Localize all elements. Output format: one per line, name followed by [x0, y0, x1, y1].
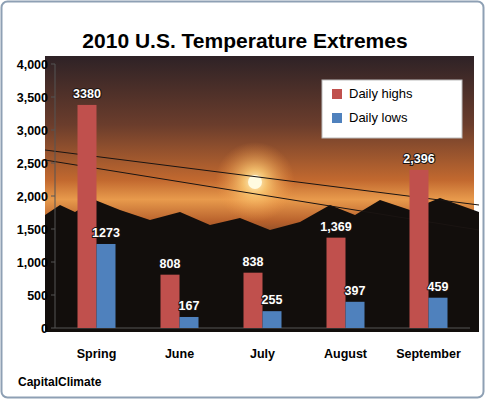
x-tick-label: September [396, 347, 461, 361]
x-tick-label: August [324, 347, 368, 361]
chart-title: 2010 U.S. Temperature Extremes [82, 29, 407, 52]
legend-swatch [332, 113, 342, 123]
legend-label: Daily highs [349, 86, 413, 101]
legend-swatch [332, 89, 342, 99]
data-label: 167 [179, 299, 200, 313]
y-tick [51, 328, 55, 329]
y-tick [51, 130, 55, 131]
data-label: 3380 [73, 87, 101, 101]
y-tick [51, 295, 55, 296]
chart-svg: 2010 U.S. Temperature Extremes 0 500 1,000 1… [0, 0, 485, 399]
x-tick-label: July [250, 347, 275, 361]
y-tick-label: 0 [41, 322, 48, 336]
y-tick [51, 196, 55, 197]
data-labels: 3380 808 838 1,369 2,396 1273 167 255 397 459 [73, 87, 448, 313]
sky [45, 56, 474, 332]
y-tick [51, 229, 55, 230]
data-label: 1273 [92, 226, 120, 240]
bar [429, 298, 448, 328]
bar [263, 311, 282, 328]
legend: Daily highs Daily lows [322, 80, 462, 138]
y-tick-label: 1,000 [17, 256, 48, 270]
y-tick-label: 2,500 [17, 157, 48, 171]
bar [410, 170, 429, 328]
data-label: 255 [262, 293, 283, 307]
y-tick-label: 1,500 [17, 223, 48, 237]
data-label: 397 [345, 284, 366, 298]
data-label: 459 [428, 280, 449, 294]
chart-container: 2010 U.S. Temperature Extremes 0 500 1,000 1… [0, 0, 485, 399]
y-tick [51, 97, 55, 98]
bar [161, 275, 180, 328]
y-tick-label: 3,000 [17, 124, 48, 138]
legend-label: Daily lows [349, 110, 408, 125]
data-label: 2,396 [403, 152, 434, 166]
outer-frame [2, 2, 484, 398]
y-tick-label: 3,500 [17, 91, 48, 105]
x-tick-label: June [165, 347, 194, 361]
x-tick-label: Spring [77, 347, 117, 361]
y-tick [51, 64, 55, 65]
y-tick [51, 262, 55, 263]
photo-background [45, 56, 479, 332]
y-tick-label: 4,000 [17, 58, 48, 72]
y-tick-label: 2,000 [17, 190, 48, 204]
y-tick-label: 500 [27, 289, 48, 303]
y-axis: 0 500 1,000 1,500 2,000 2,500 3,000 3,500 4,000 [17, 58, 470, 336]
data-label: 808 [160, 257, 181, 271]
data-label: 838 [243, 255, 264, 269]
x-axis: Spring June July August September [77, 347, 461, 361]
sun-halo [215, 142, 295, 222]
bar [78, 105, 97, 328]
legend-box [322, 80, 462, 138]
bar [346, 302, 365, 328]
y-tick [51, 163, 55, 164]
bar [97, 244, 116, 328]
bar [327, 238, 346, 328]
y-axis-line [55, 64, 56, 328]
data-label: 1,369 [320, 220, 351, 234]
bar [244, 273, 263, 328]
annotation: CapitalClimate [18, 375, 102, 389]
bar [180, 317, 199, 328]
